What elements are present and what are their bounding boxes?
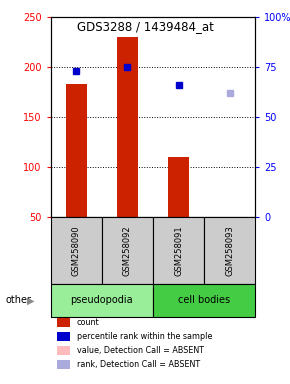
Bar <box>66 84 86 217</box>
Text: percentile rank within the sample: percentile rank within the sample <box>77 332 212 341</box>
Text: GSM258092: GSM258092 <box>123 225 132 276</box>
Bar <box>117 37 138 217</box>
Text: count: count <box>77 318 99 327</box>
Text: GSM258091: GSM258091 <box>174 225 183 276</box>
Text: pseudopodia: pseudopodia <box>70 295 133 306</box>
Text: ▶: ▶ <box>27 295 34 306</box>
Text: GSM258090: GSM258090 <box>72 225 81 276</box>
Text: GDS3288 / 1439484_at: GDS3288 / 1439484_at <box>77 20 213 33</box>
Text: GSM258093: GSM258093 <box>225 225 234 276</box>
Text: other: other <box>6 295 32 306</box>
Text: cell bodies: cell bodies <box>178 295 230 306</box>
Bar <box>168 157 189 217</box>
Text: rank, Detection Call = ABSENT: rank, Detection Call = ABSENT <box>77 360 200 369</box>
Text: value, Detection Call = ABSENT: value, Detection Call = ABSENT <box>77 346 204 355</box>
